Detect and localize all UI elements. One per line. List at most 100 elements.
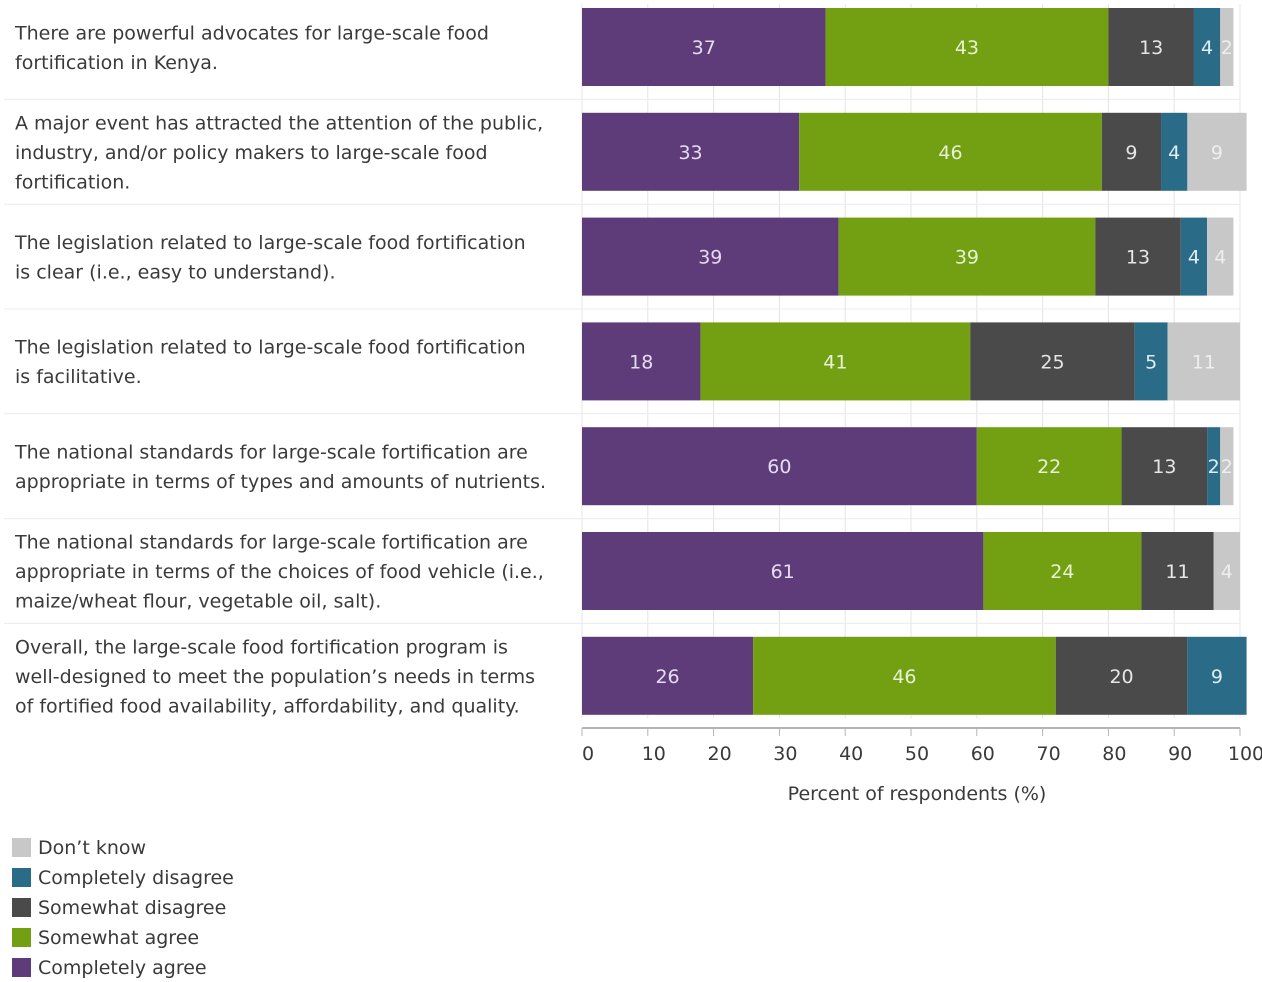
data-label: 4 (1221, 561, 1233, 583)
category-label: The legislation related to large-scale f… (14, 232, 526, 284)
data-label: 18 (629, 351, 653, 373)
legend-label: Somewhat disagree (38, 897, 226, 919)
bar-segment (1187, 112, 1247, 191)
bar-segment (1108, 8, 1194, 86)
category-label: The national standards for large-scale f… (14, 441, 546, 493)
legend-label: Somewhat agree (38, 927, 199, 949)
category-label-line: maize/wheat flour, vegetable oil, salt). (15, 591, 381, 613)
legend: Don’t know Completely disagree Somewhat di… (12, 837, 234, 979)
data-label: 61 (771, 561, 795, 583)
category-label-line: industry, and/or policy makers to large-… (15, 142, 488, 164)
data-label: 43 (955, 37, 979, 59)
legend-item: Somewhat disagree (12, 897, 226, 919)
bar-segment (582, 322, 701, 401)
category-label-line: There are powerful advocates for large-s… (14, 22, 489, 44)
data-label: 39 (955, 247, 979, 269)
bar-row: 33 46 9 4 9 (582, 112, 1247, 191)
bar-segment (582, 112, 800, 191)
bar-segment (976, 427, 1122, 506)
bar-segment (1101, 112, 1162, 191)
category-label: The national standards for large-scale f… (14, 532, 544, 613)
bar-segment (799, 112, 1102, 191)
bar-segment (983, 532, 1142, 610)
category-label-line: A major event has attracted the attentio… (15, 112, 543, 134)
bar-segment (700, 322, 971, 401)
data-label: 60 (767, 456, 791, 478)
category-label: A major event has attracted the attentio… (15, 112, 543, 193)
x-tick-label: 60 (971, 743, 995, 765)
bar-segment (970, 322, 1135, 401)
data-label: 2 (1221, 456, 1233, 478)
bar-segment (1134, 322, 1168, 401)
category-label-line: The legislation related to large-scale f… (14, 232, 526, 254)
data-label: 13 (1139, 37, 1163, 59)
legend-item: Somewhat agree (12, 927, 199, 949)
x-tick-label: 100 (1228, 743, 1262, 765)
data-label: 24 (1050, 561, 1074, 583)
data-label: 13 (1126, 247, 1150, 269)
bar-segment (1141, 532, 1214, 610)
data-label: 4 (1168, 142, 1180, 164)
bar-segment (1095, 217, 1181, 296)
data-label: 41 (823, 351, 847, 373)
data-label: 9 (1125, 142, 1137, 164)
category-label-line: Overall, the large-scale food fortificat… (15, 636, 508, 658)
bar-segment (1167, 322, 1240, 401)
legend-item: Completely disagree (12, 867, 234, 889)
x-tick-label: 30 (773, 743, 797, 765)
data-label: 2 (1221, 37, 1233, 59)
legend-swatch (12, 958, 31, 977)
bar-segment (753, 636, 1056, 715)
bar-segment (1187, 636, 1247, 715)
bar-segment (1207, 217, 1234, 296)
category-label-line: is clear (i.e., easy to understand). (15, 261, 336, 283)
data-label: 37 (692, 37, 716, 59)
category-label-line: of fortified food availability, affordab… (15, 695, 520, 717)
data-label: 39 (698, 247, 722, 269)
x-tick-label: 70 (1037, 743, 1061, 765)
bar-segment (1220, 427, 1234, 506)
bar-segment (582, 427, 977, 506)
data-label: 46 (938, 142, 962, 164)
legend-swatch (12, 898, 31, 917)
bar-row: 39 39 13 4 4 (582, 217, 1234, 296)
category-label-line: is facilitative. (15, 366, 142, 388)
bar-row: 60 22 13 2 2 (582, 427, 1234, 506)
category-label-line: The national standards for large-scale f… (14, 532, 528, 554)
bar-row: 61 24 11 4 (582, 532, 1240, 610)
category-label-line: The legislation related to large-scale f… (14, 337, 526, 359)
legend-swatch (12, 928, 31, 947)
data-label: 11 (1165, 561, 1189, 583)
bar-segment (582, 532, 984, 610)
legend-item: Don’t know (12, 837, 146, 859)
bar-row: 18 41 25 5 11 (582, 322, 1240, 401)
data-label: 9 (1211, 142, 1223, 164)
legend-swatch (12, 838, 31, 857)
legend-item: Completely agree (12, 957, 207, 979)
x-tick-label: 80 (1102, 743, 1126, 765)
bar-segment (582, 8, 826, 86)
category-label-line: appropriate in terms of the choices of f… (15, 561, 544, 583)
legend-swatch (12, 868, 31, 887)
bar-segment (1213, 532, 1240, 610)
bar-segment (1121, 427, 1208, 506)
bar-row: 37 43 13 4 2 (582, 8, 1234, 86)
bar-segment (582, 636, 754, 715)
bar-segment (1180, 217, 1208, 296)
category-label: Overall, the large-scale food fortificat… (15, 636, 535, 717)
category-label-line: fortification in Kenya. (15, 52, 218, 74)
x-tick-label: 0 (582, 743, 594, 765)
x-tick-label: 20 (708, 743, 732, 765)
category-label-line: fortification. (15, 171, 130, 193)
legend-label: Completely disagree (38, 867, 234, 889)
category-label: The legislation related to large-scale f… (14, 337, 526, 389)
bar-segment (1193, 8, 1221, 86)
data-label: 25 (1040, 351, 1064, 373)
bar-segment (825, 8, 1109, 86)
category-labels: There are powerful advocates for large-s… (14, 22, 546, 717)
data-label: 26 (655, 666, 679, 688)
bar-segment (582, 217, 839, 296)
category-label: There are powerful advocates for large-s… (14, 22, 489, 74)
data-label: 11 (1192, 351, 1216, 373)
